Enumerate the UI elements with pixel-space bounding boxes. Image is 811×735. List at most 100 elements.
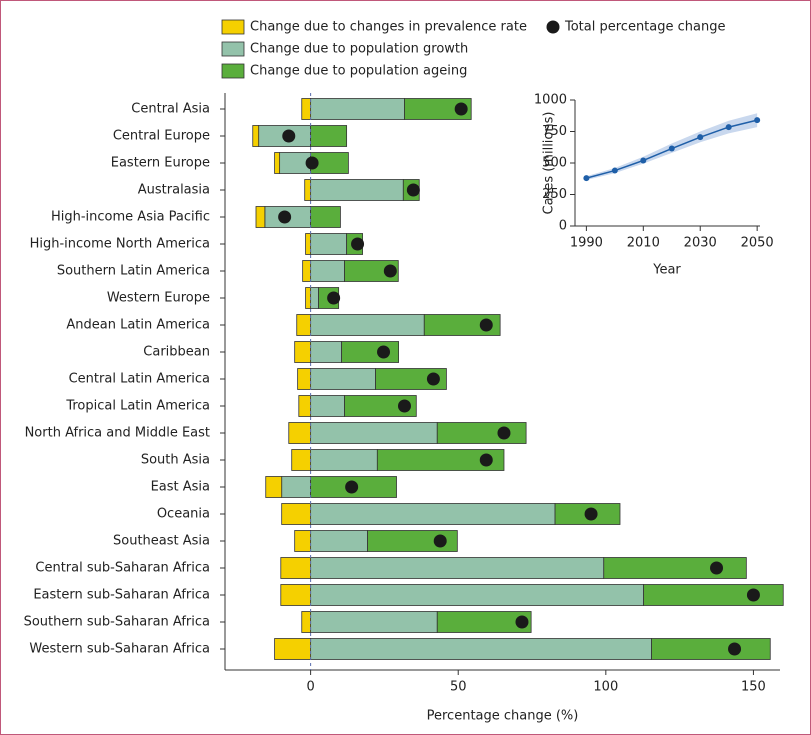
point (697, 134, 704, 141)
legend-swatch (221, 41, 245, 57)
bar-segment (281, 503, 312, 525)
bar-segment (310, 206, 341, 228)
x-tick-label: 0 (306, 680, 314, 695)
total-dot (377, 345, 391, 359)
total-dot (433, 534, 447, 548)
y-tick-label: 250 (542, 187, 567, 202)
bar-segment (274, 638, 312, 660)
y-tick-label: Andean Latin America (66, 318, 210, 333)
y-tick-label: Southeast Asia (113, 534, 210, 549)
bar-segment (310, 557, 605, 579)
bar-segment (310, 395, 345, 417)
y-tick-label: Oceania (157, 507, 210, 522)
point (668, 145, 675, 152)
bar-segment (404, 98, 472, 120)
bar-segment (651, 638, 771, 660)
bar-segment (296, 314, 312, 336)
bar-segment (298, 395, 312, 417)
y-tick-label: Central Europe (113, 129, 210, 144)
point (754, 117, 761, 124)
y-tick-label: 0 (559, 219, 567, 234)
bar-segment (643, 584, 784, 606)
y-tick-label: Southern sub-Saharan Africa (24, 615, 210, 630)
bar-segment (281, 476, 312, 498)
bar-segment (436, 422, 527, 444)
total-dot (383, 264, 397, 278)
bar-segment (310, 260, 345, 282)
x-axis-label: Percentage change (%) (427, 709, 579, 724)
bar-segment (297, 368, 312, 390)
y-tick-label: High-income North America (30, 237, 210, 252)
total-dot (406, 183, 420, 197)
total-dot (479, 318, 493, 332)
bar-segment (294, 530, 312, 552)
bar-segment (310, 530, 368, 552)
bar-segment (294, 341, 312, 363)
bar-segment (310, 314, 425, 336)
x-tick-label: 150 (741, 680, 766, 695)
legend-dot (546, 20, 560, 34)
total-dot (278, 210, 292, 224)
bar-segment (603, 557, 747, 579)
y-tick-label: Caribbean (143, 345, 210, 360)
total-dot (282, 129, 296, 143)
y-tick-label: Southern Latin America (57, 264, 210, 279)
total-dot (710, 561, 724, 575)
bar-segment (310, 179, 404, 201)
bar-segment (310, 233, 348, 255)
bar-segment (274, 152, 281, 174)
bar-segment (310, 125, 348, 147)
bar-segment (344, 395, 417, 417)
bar-segment (310, 503, 556, 525)
total-dot (351, 237, 365, 251)
total-dot (479, 453, 493, 467)
y-tick-label: Western sub-Saharan Africa (29, 642, 210, 657)
x-tick-label: 100 (593, 680, 618, 695)
bar-segment (302, 260, 312, 282)
legend-label: Change due to population ageing (250, 64, 467, 79)
bar-segment (310, 611, 438, 633)
y-tick-label: North Africa and Middle East (25, 426, 210, 441)
bar-segment (305, 287, 312, 309)
bar-segment (265, 476, 283, 498)
bar-segment (305, 233, 312, 255)
y-tick-label: Australasia (138, 183, 210, 198)
total-dot (426, 372, 440, 386)
y-tick-label: East Asia (151, 480, 210, 495)
bar-segment (376, 449, 505, 471)
y-tick-label: South Asia (141, 453, 210, 468)
bar-segment (341, 341, 399, 363)
x-tick-label: 1990 (570, 236, 603, 251)
total-dot (728, 642, 742, 656)
y-tick-label: Central sub-Saharan Africa (35, 561, 210, 576)
y-tick-label: Tropical Latin America (65, 399, 210, 414)
total-dot (397, 399, 411, 413)
x-tick-label: 2030 (684, 236, 717, 251)
y-tick-label: 750 (542, 124, 567, 139)
legend-label: Change due to changes in prevalence rate (250, 20, 527, 35)
bar-segment (255, 206, 266, 228)
total-dot (746, 588, 760, 602)
total-dot (497, 426, 511, 440)
y-tick-label: Eastern sub-Saharan Africa (33, 588, 210, 603)
bar-segment (310, 584, 645, 606)
bar-segment (310, 368, 376, 390)
bar-segment (310, 341, 343, 363)
y-tick-label: Western Europe (107, 291, 210, 306)
bar-segment (310, 449, 378, 471)
total-dot (327, 291, 341, 305)
x-tick-label: 2010 (627, 236, 660, 251)
bar-segment (252, 125, 260, 147)
bar-segment (280, 557, 312, 579)
point (640, 157, 647, 164)
legend-label: Total percentage change (564, 20, 725, 35)
point (725, 124, 732, 131)
legend-label: Change due to population growth (250, 42, 468, 57)
y-tick-label: Central Asia (131, 102, 210, 117)
legend-swatch (221, 19, 245, 35)
bar-segment (344, 260, 399, 282)
point (611, 167, 618, 174)
legend-swatch (221, 63, 245, 79)
total-dot (454, 102, 468, 116)
